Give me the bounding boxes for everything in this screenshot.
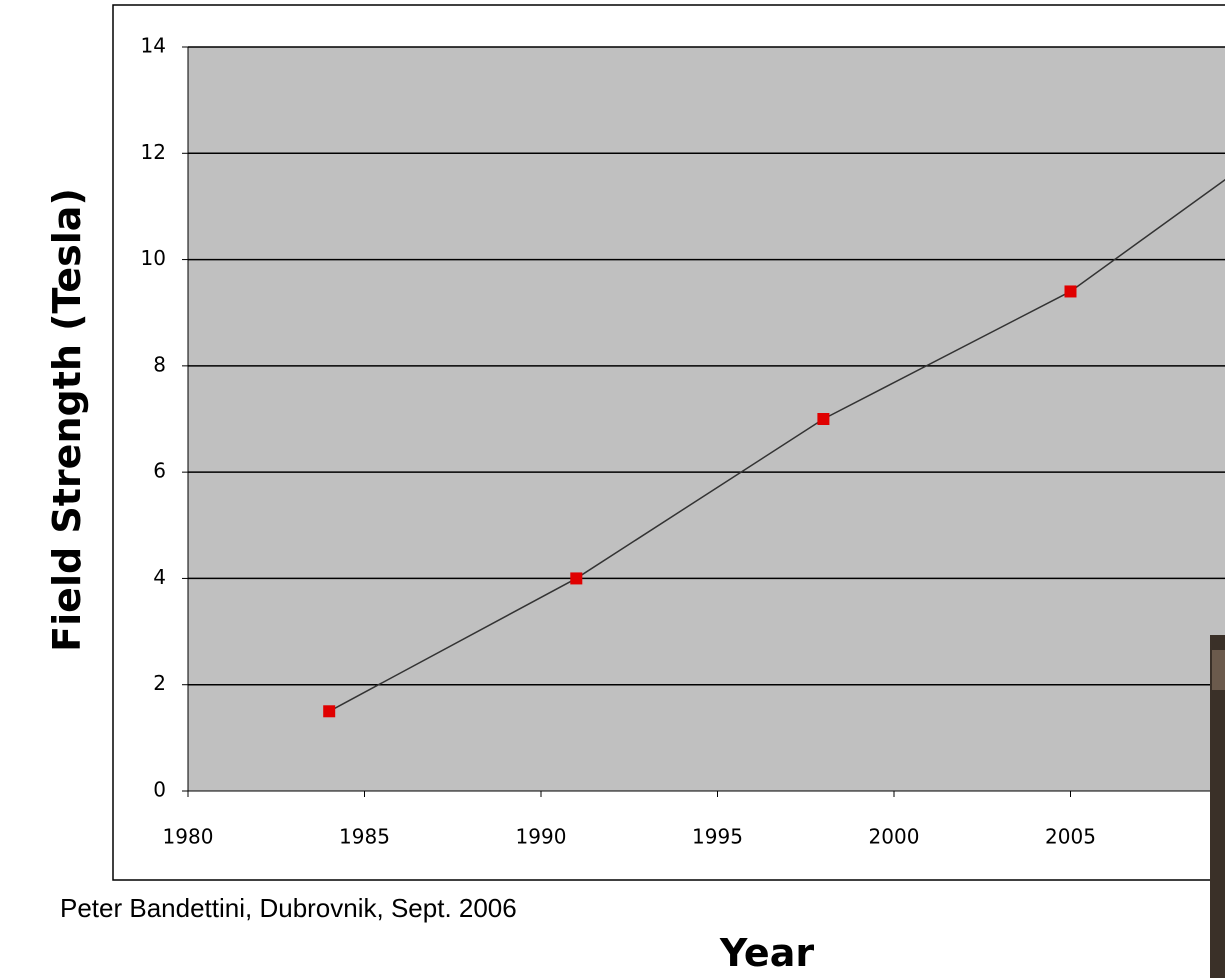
x-tick-label: 1995 [692, 825, 743, 849]
page: 0 2 4 6 8 10 12 14 1980 1985 1990 1995 2000 2005 Fiel… [0, 0, 1225, 978]
chart: 0 2 4 6 8 10 12 14 1980 1985 1990 1995 2000 2005 Fiel… [0, 0, 1225, 978]
y-tick-label: 10 [141, 246, 166, 270]
y-tick-label: 2 [153, 671, 166, 695]
y-tick-label: 8 [153, 352, 166, 376]
x-tick-label: 2005 [1045, 825, 1096, 849]
caption: Peter Bandettini, Dubrovnik, Sept. 2006 [60, 893, 517, 923]
y-tick-label: 6 [153, 459, 166, 483]
y-tick-label: 4 [153, 565, 166, 589]
x-tick-label: 1985 [339, 825, 390, 849]
photo-detail [1212, 650, 1225, 690]
x-tick-label: 2000 [869, 825, 920, 849]
x-tick-label: 1990 [516, 825, 567, 849]
x-tick-label: 1980 [163, 825, 214, 849]
data-point [570, 572, 582, 584]
data-point [1065, 285, 1077, 297]
plot-area [188, 47, 1225, 791]
x-axis-title: Year [719, 931, 814, 975]
plot: 0 2 4 6 8 10 12 14 1980 1985 1990 1995 2000 2005 [141, 34, 1225, 849]
y-tick-label: 14 [141, 34, 166, 58]
y-axis-title: Field Strength (Tesla) [45, 188, 89, 652]
y-tick-label: 0 [153, 778, 166, 802]
y-tick-label: 12 [141, 140, 166, 164]
data-point [323, 705, 335, 717]
data-point [817, 413, 829, 425]
